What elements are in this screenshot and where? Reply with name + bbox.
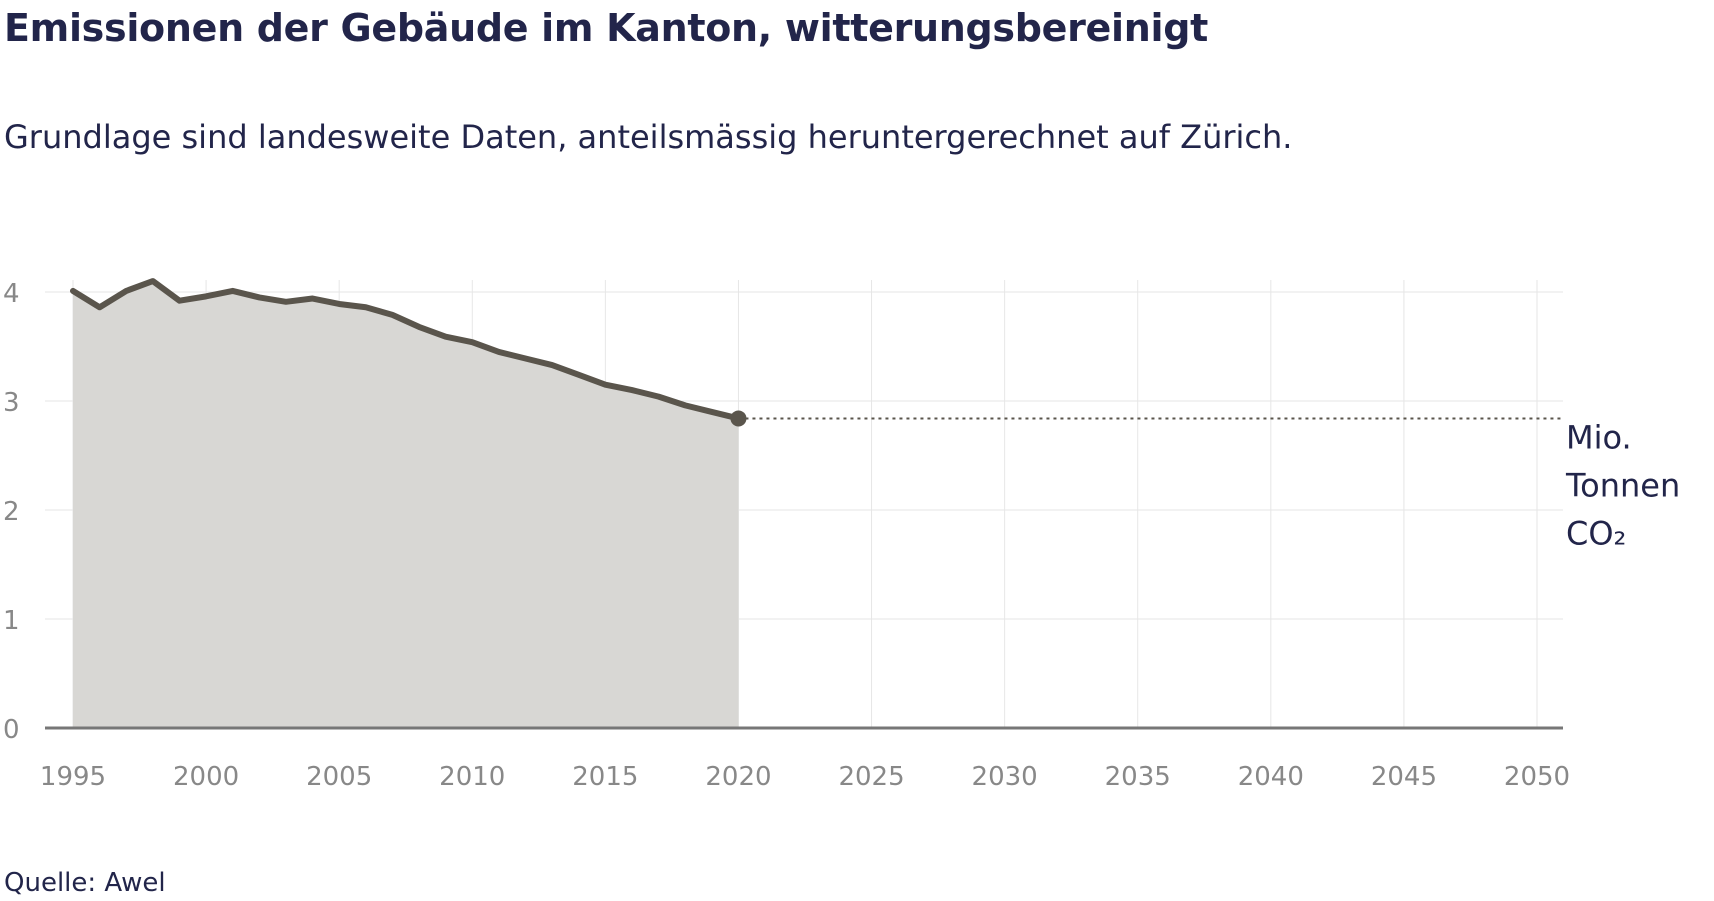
emissions-line-layer [70,278,747,427]
x-tick-label: 2050 [1504,762,1570,792]
y-tick-labels: 0 1 2 3 4 [3,279,20,745]
y-tick-label: 3 [3,388,20,418]
x-tick-label: 2000 [173,762,239,792]
x-tick-label: 2020 [705,762,771,792]
x-tick-label: 2045 [1371,762,1437,792]
emissions-line [70,278,742,422]
y-tick-label: 0 [3,715,20,745]
x-tick-label: 2025 [838,762,904,792]
x-tick-label: 2040 [1238,762,1304,792]
x-tick-label: 2010 [439,762,505,792]
unit-label-line: Mio. [1566,418,1632,456]
x-tick-label: 1995 [40,762,106,792]
x-tick-labels: 1995 2000 2005 2010 2015 2020 2025 2030 2035 2040… [40,762,1570,792]
area-fill-layer [73,281,739,728]
emissions-area [73,281,739,728]
y-tick-label: 4 [3,279,20,309]
emissions-chart: 0 1 2 3 4 1995 2000 2005 2010 2015 2020 2025 2030 20… [3,278,1680,792]
x-tick-label: 2030 [972,762,1038,792]
last-value-point [730,410,747,427]
y-tick-label: 1 [3,606,20,636]
unit-label-line: CO₂ [1566,514,1626,552]
y-tick-label: 2 [3,497,20,527]
chart-subtitle: Grundlage sind landesweite Daten, anteil… [4,118,1293,156]
unit-label: Mio. Tonnen CO₂ [1565,418,1680,552]
source-note: Quelle: Awel [4,868,166,898]
chart-title: Emissionen der Gebäude im Kanton, witter… [4,6,1208,50]
x-tick-label: 2015 [572,762,638,792]
unit-label-line: Tonnen [1565,466,1680,504]
x-tick-label: 2035 [1105,762,1171,792]
x-tick-label: 2005 [306,762,372,792]
